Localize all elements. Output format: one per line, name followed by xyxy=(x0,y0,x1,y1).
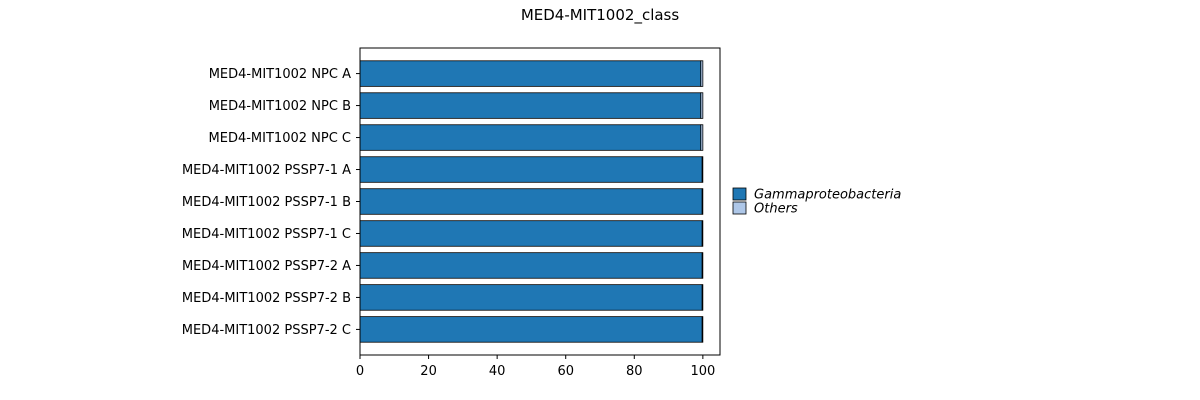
bar-others xyxy=(701,316,704,343)
plot-frame xyxy=(359,47,721,356)
legend-swatch-others xyxy=(732,201,747,215)
x-tick-label: 100 xyxy=(690,364,715,379)
bar-gammaproteobacteria xyxy=(359,252,703,279)
y-tick-label: MED4-MIT1002 PSSP7-2 B xyxy=(182,291,351,306)
bar-others xyxy=(701,156,704,183)
legend-label-gammaproteobacteria: Gammaproteobacteria xyxy=(754,188,901,203)
bar-gammaproteobacteria xyxy=(359,316,703,343)
bar-gammaproteobacteria xyxy=(359,220,703,247)
bar-gammaproteobacteria xyxy=(359,60,702,87)
y-tick-label: MED4-MIT1002 NPC C xyxy=(209,131,351,146)
x-tick-label: 80 xyxy=(626,364,643,379)
x-tick-label: 60 xyxy=(557,364,574,379)
bars xyxy=(359,60,704,343)
chart-title: MED4-MIT1002_class xyxy=(521,6,680,25)
legend-swatch-gammaproteobacteria xyxy=(732,187,747,201)
y-tick-label: MED4-MIT1002 PSSP7-1 C xyxy=(182,227,351,242)
bar-gammaproteobacteria xyxy=(359,124,702,151)
bar-others xyxy=(700,92,704,119)
bar-gammaproteobacteria xyxy=(359,156,703,183)
y-tick-labels: MED4-MIT1002 NPC A MED4-MIT1002 NPC B MED4… xyxy=(182,67,360,338)
bar-others xyxy=(701,188,704,215)
x-axis: 0 20 40 60 80 100 xyxy=(356,355,715,379)
bar-others xyxy=(701,220,704,247)
bar-others xyxy=(700,124,704,151)
bar-others xyxy=(701,284,704,311)
bar-gammaproteobacteria xyxy=(359,92,702,119)
y-tick-label: MED4-MIT1002 PSSP7-1 B xyxy=(182,195,351,210)
bar-others xyxy=(701,252,704,279)
y-tick-label: MED4-MIT1002 NPC B xyxy=(209,99,351,114)
x-tick-label: 40 xyxy=(489,364,506,379)
bar-gammaproteobacteria xyxy=(359,188,703,215)
x-tick-label: 0 xyxy=(356,364,364,379)
legend-label-others: Others xyxy=(754,202,798,217)
x-tick-label: 20 xyxy=(420,364,437,379)
y-tick-label: MED4-MIT1002 NPC A xyxy=(209,67,351,82)
bar-gammaproteobacteria xyxy=(359,284,703,311)
y-tick-label: MED4-MIT1002 PSSP7-2 C xyxy=(182,323,351,338)
bar-others xyxy=(700,60,704,87)
y-tick-label: MED4-MIT1002 PSSP7-1 A xyxy=(182,163,351,178)
y-tick-label: MED4-MIT1002 PSSP7-2 A xyxy=(182,259,351,274)
